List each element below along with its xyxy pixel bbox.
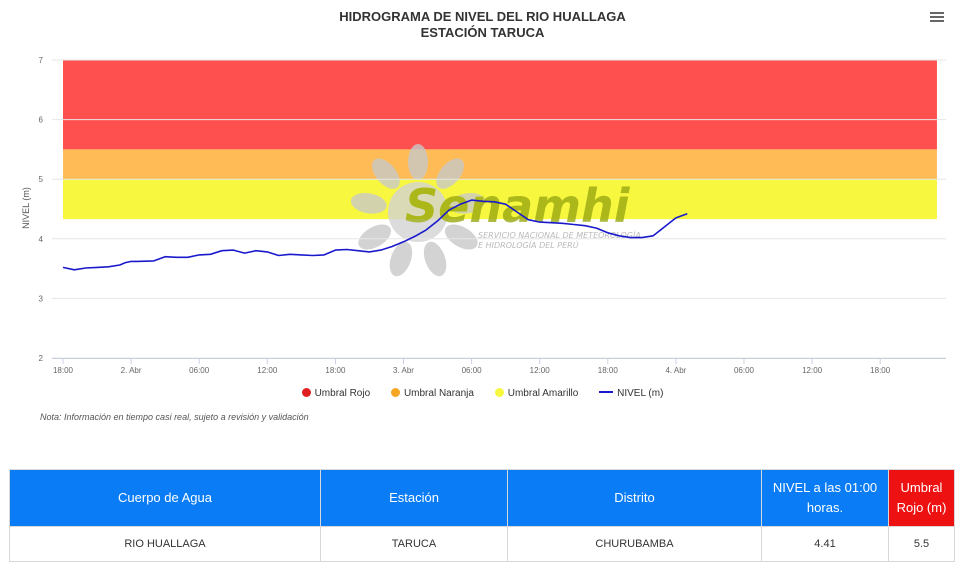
- x-tick-label: 06:00: [462, 366, 483, 375]
- legend-item-umbral-rojo[interactable]: Umbral Rojo: [301, 388, 371, 399]
- chart-legend: Umbral Rojo Umbral Naranja Umbral Amaril…: [0, 388, 965, 399]
- y-tick-label: 2: [39, 354, 44, 363]
- band-umbral-rojo: [63, 60, 937, 150]
- legend-label: Umbral Rojo: [314, 388, 371, 399]
- x-tick-label: 12:00: [802, 366, 823, 375]
- station-info-table: Cuerpo de Agua Estación Distrito NIVEL a…: [9, 469, 955, 562]
- header-nivel: NIVEL a las 01:00 horas.: [761, 469, 889, 527]
- data-note: Nota: Información en tiempo casi real, s…: [40, 412, 309, 422]
- chart-title-line1: HIDROGRAMA DE NIVEL DEL RIO HUALLAGA: [339, 9, 626, 24]
- header-distrito: Distrito: [507, 469, 762, 527]
- hamburger-menu-icon[interactable]: [930, 12, 944, 26]
- series-line-nivel: [62, 199, 688, 271]
- band-umbral-amarillo: [63, 179, 937, 220]
- x-tick-label: 18:00: [325, 366, 346, 375]
- header-cuerpo-de-agua: Cuerpo de Agua: [9, 469, 321, 527]
- header-umbral-rojo: Umbral Rojo (m): [888, 469, 955, 527]
- threshold-bands: [63, 60, 937, 220]
- header-estacion: Estación: [320, 469, 508, 527]
- watermark-subtitle-2: E HIDROLOGÍA DEL PERÚ: [478, 239, 579, 250]
- legend-marker-icon: [494, 388, 504, 397]
- axes: 2 3 4 5 6 7 18:00 2. Abr 06:00 12:00 18:00 3. Abr 06…: [39, 56, 946, 375]
- x-tick-label: 2. Abr: [121, 366, 142, 375]
- y-tick-label: 6: [39, 116, 44, 125]
- x-tick-label: 18:00: [870, 366, 891, 375]
- x-tick-label: 3. Abr: [393, 366, 414, 375]
- y-tick-label: 5: [39, 175, 44, 184]
- hydrograph-chart: Senamhi SERVICIO NACIONAL DE METEOROLOGÍ…: [21, 56, 946, 375]
- watermark-brand: Senamhi: [405, 179, 631, 233]
- cell-umbral-rojo: 5.5: [888, 526, 955, 562]
- legend-marker-icon: [301, 388, 311, 397]
- legend-line-icon: [599, 391, 614, 393]
- senamhi-sun-logo-icon: [350, 144, 486, 277]
- x-tick-label: 12:00: [257, 366, 278, 375]
- cell-estacion: TARUCA: [320, 526, 508, 562]
- cell-distrito: CHURUBAMBA: [507, 526, 762, 562]
- legend-item-nivel[interactable]: NIVEL (m): [599, 388, 663, 399]
- cell-nivel: 4.41: [761, 526, 889, 562]
- table-row: RIO HUALLAGA TARUCA CHURUBAMBA 4.41 5.5: [9, 526, 955, 562]
- table-header-row: Cuerpo de Agua Estación Distrito NIVEL a…: [9, 469, 955, 527]
- x-tick-label: 12:00: [530, 366, 551, 375]
- cell-cuerpo-de-agua: RIO HUALLAGA: [9, 526, 321, 562]
- x-tick-label: 4. Abr: [665, 366, 686, 375]
- legend-label: Umbral Naranja: [403, 388, 474, 399]
- x-tick-label: 18:00: [53, 366, 74, 375]
- senamhi-watermark: Senamhi SERVICIO NACIONAL DE METEOROLOGÍ…: [350, 144, 641, 277]
- legend-label: Umbral Amarillo: [507, 388, 579, 399]
- band-umbral-naranja: [63, 149, 937, 180]
- y-tick-label: 7: [39, 56, 44, 65]
- y-axis-label: NIVEL (m): [21, 187, 31, 229]
- legend-item-umbral-amarillo[interactable]: Umbral Amarillo: [494, 388, 579, 399]
- x-tick-label: 06:00: [734, 366, 755, 375]
- x-tick-label: 06:00: [189, 366, 210, 375]
- y-tick-label: 4: [39, 235, 44, 244]
- chart-title: HIDROGRAMA DE NIVEL DEL RIO HUALLAGA EST…: [0, 9, 965, 41]
- y-tick-label: 3: [39, 294, 44, 303]
- legend-label: NIVEL (m): [617, 388, 664, 399]
- watermark-subtitle-1: SERVICIO NACIONAL DE METEOROLOGÍA: [478, 229, 641, 240]
- x-tick-label: 18:00: [598, 366, 619, 375]
- legend-marker-icon: [390, 388, 400, 397]
- legend-item-umbral-naranja[interactable]: Umbral Naranja: [390, 388, 474, 399]
- chart-title-line2: ESTACIÓN TARUCA: [420, 25, 545, 40]
- series-layer: [62, 199, 688, 271]
